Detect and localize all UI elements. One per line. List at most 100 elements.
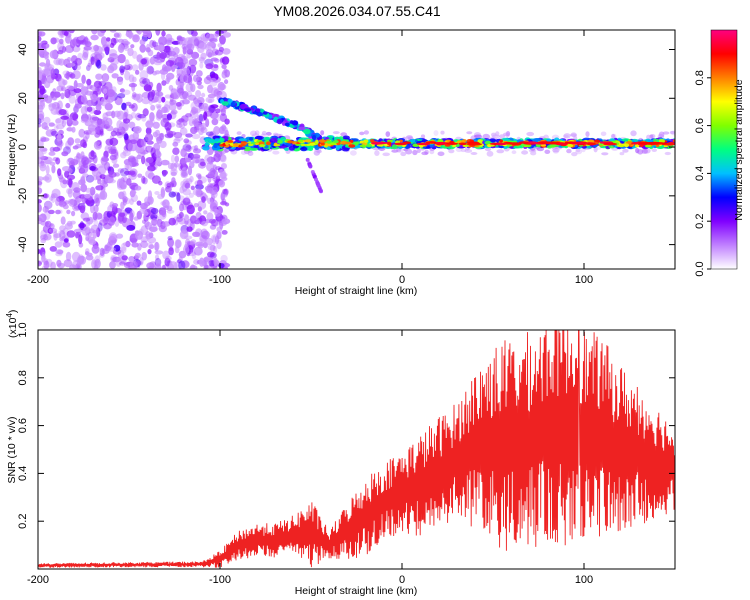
- heatmap-cell: [184, 214, 190, 225]
- heatmap-cell: [43, 193, 48, 198]
- heatmap-cell: [149, 112, 155, 122]
- heatmap-cell: [80, 94, 87, 104]
- heatmap-cell: [50, 68, 56, 78]
- heatmap-cell: [41, 251, 46, 260]
- heatmap-cell: [320, 142, 325, 146]
- heatmap-cell: [65, 102, 71, 109]
- heatmap-cell: [49, 161, 56, 166]
- heatmap-cell: [546, 141, 560, 144]
- heatmap-cell: [341, 147, 350, 152]
- heatmap-cell: [211, 118, 219, 126]
- heatmap-cell: [179, 127, 188, 136]
- heatmap-cell: [51, 188, 61, 198]
- heatmap-cell: [38, 187, 43, 195]
- heatmap-cell: [109, 232, 117, 241]
- spectrogram-x-tick-label: 0: [399, 274, 405, 286]
- heatmap-cell: [161, 210, 166, 218]
- heatmap-cell: [178, 217, 186, 225]
- heatmap-cell: [141, 175, 146, 184]
- heatmap-cell: [207, 93, 216, 99]
- heatmap-cell: [224, 118, 230, 125]
- heatmap-cell: [78, 128, 86, 138]
- heatmap-cell: [171, 92, 180, 100]
- heatmap-cell: [155, 30, 161, 36]
- heatmap-cell: [258, 141, 265, 145]
- heatmap-cell: [121, 41, 131, 46]
- heatmap-cell: [38, 123, 42, 128]
- heatmap-cell: [219, 35, 226, 45]
- heatmap-cell: [209, 38, 218, 43]
- heatmap-cell: [230, 101, 236, 107]
- heatmap-cell: [91, 259, 97, 269]
- heatmap-cell: [178, 260, 186, 269]
- heatmap-cell: [237, 147, 246, 150]
- spectrogram-y-tick-label: 0: [17, 144, 29, 150]
- heatmap-cell: [84, 41, 92, 47]
- heatmap-cell: [85, 90, 94, 96]
- heatmap-cell: [425, 141, 437, 144]
- heatmap-cell: [217, 43, 222, 48]
- heatmap-cell: [619, 152, 625, 156]
- heatmap-cell: [195, 183, 204, 190]
- heatmap-cell: [119, 65, 125, 73]
- heatmap-cell: [157, 44, 165, 52]
- snr-x-ticks: -200 -100 0 100: [27, 330, 593, 586]
- heatmap-cell: [110, 145, 117, 154]
- heatmap-cell: [85, 187, 93, 193]
- heatmap-cell: [342, 135, 350, 140]
- heatmap-cell: [117, 44, 125, 53]
- heatmap-cell: [549, 144, 556, 148]
- heatmap-cell: [50, 194, 56, 203]
- heatmap-cell: [107, 179, 117, 184]
- heatmap-cell: [168, 247, 174, 256]
- heatmap-cell: [61, 46, 67, 53]
- heatmap-cell: [106, 37, 111, 42]
- heatmap-cell: [316, 183, 321, 188]
- heatmap-cell: [95, 104, 102, 111]
- heatmap-cell: [58, 201, 67, 207]
- heatmap-cell: [154, 151, 162, 158]
- heatmap-cell: [84, 193, 91, 199]
- heatmap-cell: [199, 62, 204, 69]
- heatmap-cell: [165, 255, 172, 261]
- heatmap-cell: [60, 115, 69, 120]
- heatmap-cell: [297, 139, 304, 143]
- spectrogram-y-label: Frequency (Hz): [6, 114, 18, 186]
- heatmap-cell: [188, 116, 194, 127]
- heatmap-cell: [530, 151, 537, 156]
- heatmap-cell: [82, 217, 91, 222]
- heatmap-cell: [87, 62, 92, 67]
- heatmap-cell: [571, 152, 578, 157]
- heatmap-cell: [464, 149, 473, 153]
- heatmap-cell: [165, 186, 172, 193]
- heatmap-cell: [127, 30, 133, 39]
- heatmap-cell: [156, 105, 162, 110]
- heatmap-cell: [81, 74, 86, 85]
- heatmap-cell: [184, 182, 191, 189]
- heatmap-cell: [135, 230, 143, 240]
- heatmap-cell: [350, 150, 357, 156]
- heatmap-cell: [66, 178, 73, 186]
- heatmap-cell: [156, 150, 162, 159]
- heatmap-cell: [248, 143, 254, 147]
- heatmap-cell: [129, 198, 134, 206]
- spectrogram-y-tick-label: -20: [17, 188, 29, 204]
- heatmap-cell: [127, 170, 136, 176]
- heatmap-cell: [300, 143, 307, 147]
- heatmap-cell: [371, 142, 383, 145]
- heatmap-cell: [179, 203, 184, 212]
- heatmap-cell: [105, 117, 113, 127]
- heatmap-cell: [187, 30, 194, 35]
- snr-x-tick-label: -100: [209, 574, 231, 586]
- heatmap-cell: [94, 255, 101, 264]
- heatmap-cell: [193, 246, 203, 256]
- heatmap-cell: [162, 250, 170, 260]
- heatmap-cell: [239, 144, 246, 147]
- heatmap-cell: [192, 154, 201, 159]
- heatmap-cell: [154, 250, 164, 255]
- heatmap-cell: [177, 87, 185, 96]
- heatmap-cell: [219, 172, 227, 179]
- heatmap-cell: [218, 263, 225, 269]
- heatmap-cell: [67, 137, 75, 146]
- heatmap-cell: [89, 165, 96, 171]
